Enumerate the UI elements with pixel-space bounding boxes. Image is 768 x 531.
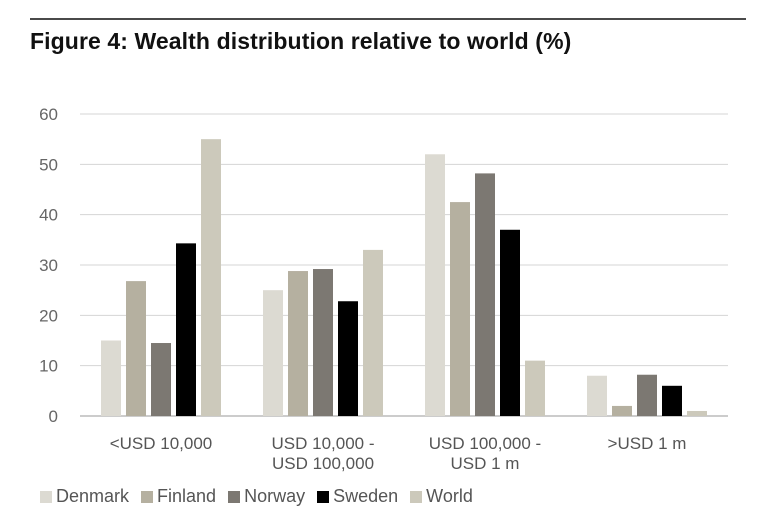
bar-denmark-3: [587, 375, 607, 416]
x-category-label: USD 100,000 -: [429, 434, 541, 453]
legend-label: World: [426, 486, 473, 506]
legend-label: Sweden: [333, 486, 399, 506]
y-tick-label: 20: [39, 306, 58, 325]
chart-legend: Denmark Finland Norway Sweden World: [40, 486, 485, 507]
y-tick-label: 0: [49, 407, 58, 426]
legend-item-denmark: Denmark: [40, 486, 129, 507]
bar-norway-3: [637, 374, 657, 416]
chart-title: Figure 4: Wealth distribution relative t…: [30, 28, 572, 54]
bar-sweden-2: [500, 229, 520, 416]
bar-denmark-0: [101, 340, 121, 416]
x-category-label: >USD 1 m: [608, 434, 687, 453]
bar-denmark-2: [425, 154, 445, 416]
bar-world-3: [687, 410, 707, 416]
y-tick-label: 40: [39, 206, 58, 225]
legend-swatch: [141, 490, 154, 503]
y-tick-label: 60: [39, 105, 58, 124]
legend-label: Denmark: [56, 486, 130, 506]
y-tick-label: 30: [39, 256, 58, 275]
legend-label: Norway: [244, 486, 306, 506]
bar-sweden-0: [176, 243, 196, 416]
bar-finland-3: [612, 405, 632, 416]
legend-swatch: [317, 490, 330, 503]
bar-finland-2: [450, 202, 470, 416]
x-category-label: USD 10,000 -: [272, 434, 375, 453]
top-rule: [30, 18, 746, 20]
legend-swatch: [40, 490, 52, 503]
bar-world-1: [363, 249, 383, 416]
x-category-label: USD 100,000: [272, 454, 374, 473]
bar-sweden-3: [662, 385, 682, 416]
legend-item-sweden: Sweden: [317, 486, 398, 507]
y-tick-label: 50: [39, 155, 58, 174]
bar-denmark-1: [263, 290, 283, 416]
legend-label: Finland: [157, 486, 217, 506]
legend-swatch: [410, 490, 423, 503]
legend-item-norway: Norway: [228, 486, 305, 507]
bar-world-0: [201, 139, 221, 416]
bar-finland-1: [288, 271, 308, 416]
legend-item-finland: Finland: [141, 486, 216, 507]
bar-finland-0: [126, 281, 146, 416]
x-category-label: USD 1 m: [451, 454, 520, 473]
bar-sweden-1: [338, 301, 358, 416]
bar-norway-2: [475, 173, 495, 416]
x-category-label: <USD 10,000: [110, 434, 213, 453]
bar-norway-1: [313, 269, 333, 416]
bar-world-2: [525, 360, 545, 416]
y-tick-label: 10: [39, 357, 58, 376]
legend-item-world: World: [410, 486, 473, 507]
bar-norway-0: [151, 343, 171, 416]
legend-swatch: [228, 490, 241, 503]
